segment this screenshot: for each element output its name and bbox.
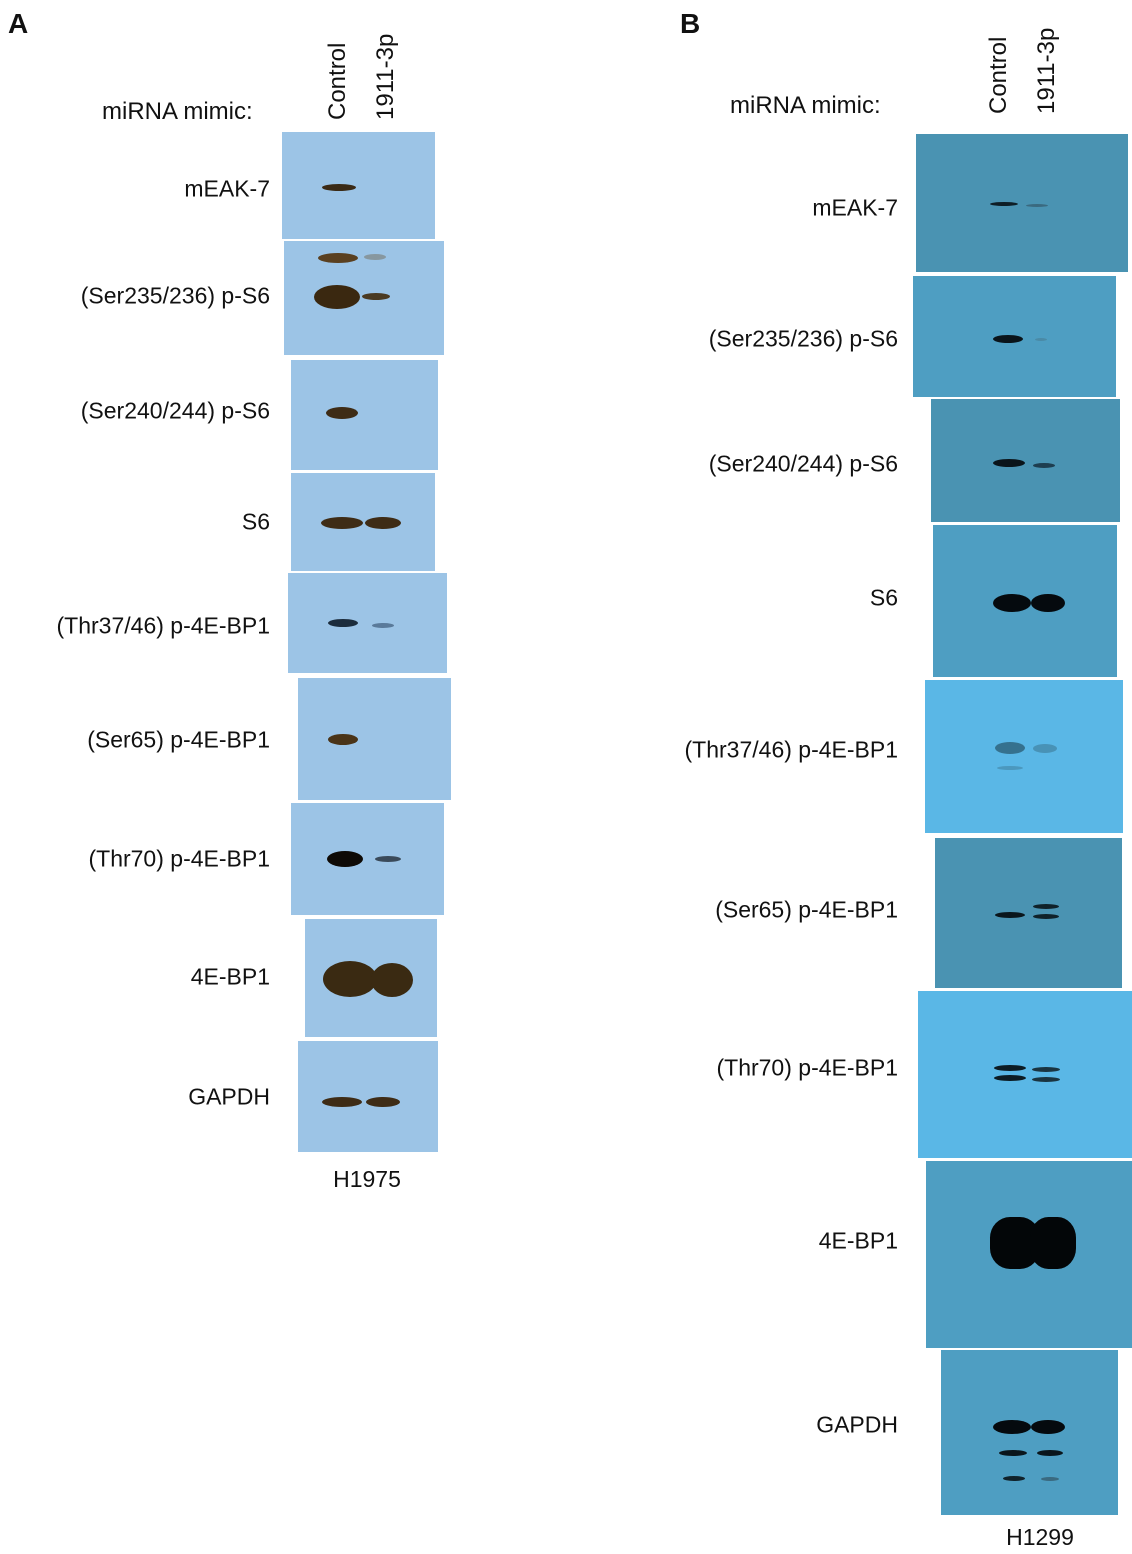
band [1030,1217,1076,1269]
blot-a-p4ebp1-65 [298,678,451,800]
band [1032,1067,1060,1072]
band [323,961,377,997]
band [322,184,356,191]
band [1037,1450,1063,1456]
row-label-a-1: mEAK-7 [184,175,270,202]
lane-label-a-treated: 1911-3p [372,33,399,120]
blot-a-s6 [291,473,435,571]
row-label-a-7: (Thr70) p-4E-BP1 [88,845,270,872]
row-label-b-8: 4E-BP1 [818,1227,898,1254]
band [1033,744,1057,753]
blot-b-p4ebp1-37 [925,680,1123,833]
band [371,963,413,997]
band [1035,338,1047,341]
mimic-label-b: miRNA mimic: [730,92,881,119]
row-label-b-6: (Ser65) p-4E-BP1 [715,896,898,923]
blot-a-meak7 [282,132,435,239]
row-label-b-3: (Ser240/244) p-S6 [708,450,898,477]
lane-label-b-control: Control [985,36,1012,114]
blot-b-meak7 [916,134,1128,272]
band [994,1075,1026,1081]
band [314,285,360,309]
cell-line-a: H1975 [333,1166,401,1192]
band [1003,1476,1025,1481]
blot-b-ps6-240 [931,399,1120,522]
row-label-b-7: (Thr70) p-4E-BP1 [716,1054,898,1081]
band [1033,463,1055,468]
panel-letter-a: A [8,8,29,39]
blot-b-s6 [933,525,1117,677]
blot-a-ps6-240 [291,360,438,470]
band [318,253,358,263]
band [1032,1077,1060,1082]
blot-b-p4ebp1-70 [918,991,1132,1158]
band [1041,1477,1059,1481]
blot-a-ps6-235 [284,241,444,355]
blot-b-ps6-235 [913,276,1116,397]
band [322,1097,362,1107]
band [994,1065,1026,1071]
mimic-label-a: miRNA mimic: [102,98,253,125]
row-label-a-8: 4E-BP1 [190,963,270,990]
row-label-b-5: (Thr37/46) p-4E-BP1 [684,736,898,763]
band [1033,904,1059,909]
band [995,912,1025,918]
band [362,293,390,300]
blot-b-p4ebp1-65 [935,838,1122,988]
band [1031,594,1065,612]
row-label-b-4: S6 [869,584,898,611]
band [1033,914,1059,919]
band [1031,1420,1065,1434]
row-label-a-5: (Thr37/46) p-4E-BP1 [56,612,270,639]
blot-a-gapdh [298,1041,438,1152]
row-label-b-9: GAPDH [816,1411,898,1438]
band [364,254,386,260]
band [993,594,1031,612]
band [365,517,401,529]
band [990,202,1018,206]
row-label-a-9: GAPDH [188,1083,270,1110]
row-label-b-1: mEAK-7 [812,194,898,221]
panel-letter-b: B [680,8,701,39]
band [997,766,1023,770]
band [1026,204,1048,207]
band [993,1420,1031,1434]
band [321,517,363,529]
band [328,619,358,627]
band [372,623,394,628]
lane-label-b-treated: 1911-3p [1033,27,1060,114]
band [327,851,363,867]
row-label-b-2: (Ser235/236) p-S6 [708,325,898,352]
row-label-a-3: (Ser240/244) p-S6 [80,397,270,424]
blot-b-gapdh [941,1350,1118,1515]
blot-b-4ebp1 [926,1161,1132,1348]
band [993,335,1023,343]
row-label-a-6: (Ser65) p-4E-BP1 [87,726,270,753]
band [328,734,358,745]
blot-a-p4ebp1-37 [288,573,447,673]
blot-a-4ebp1 [305,919,437,1037]
lane-label-a-control: Control [324,42,351,120]
band [995,742,1025,754]
cell-line-b: H1299 [1006,1524,1074,1550]
row-label-a-4: S6 [241,508,270,535]
band [993,459,1025,467]
band [366,1097,400,1107]
band [326,407,358,419]
blot-a-p4ebp1-70 [291,803,444,915]
band [375,856,401,862]
row-label-a-2: (Ser235/236) p-S6 [80,282,270,309]
band [999,1450,1027,1456]
